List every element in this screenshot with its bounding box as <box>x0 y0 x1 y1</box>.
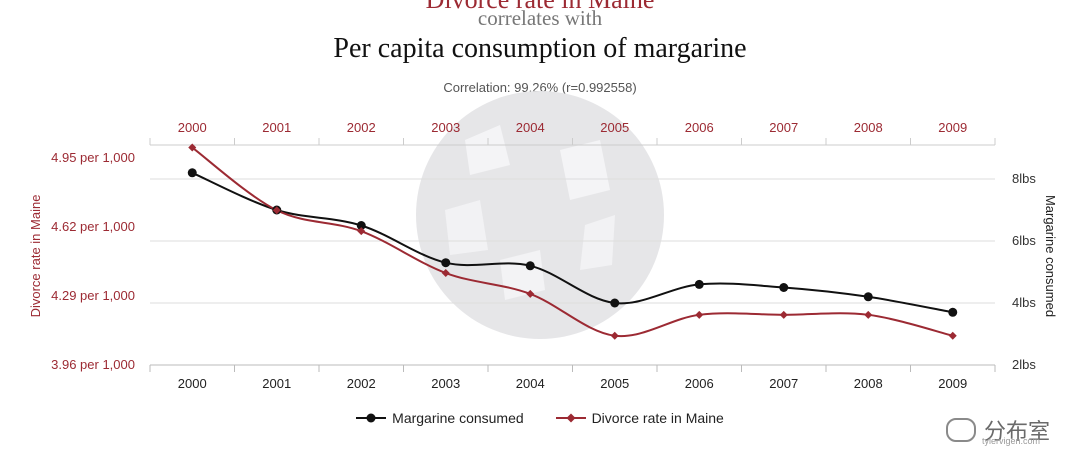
x-tick-label-bottom: 2008 <box>854 376 883 391</box>
data-point-divorce[interactable] <box>272 206 281 215</box>
y-left-tick-label: 3.96 per 1,000 <box>51 357 135 372</box>
data-point-margarine[interactable] <box>525 261 535 271</box>
x-tick-label-top: 2009 <box>938 120 967 135</box>
data-point-margarine[interactable] <box>863 292 873 302</box>
y-right-tick-label: 4lbs <box>1012 295 1036 310</box>
wechat-icon <box>945 418 976 442</box>
data-point-divorce[interactable] <box>610 331 619 340</box>
subtitle: correlates with <box>477 6 603 30</box>
y-right-axis-label: Margarine consumed <box>1043 195 1058 317</box>
data-point-margarine[interactable] <box>187 168 197 178</box>
data-point-divorce[interactable] <box>695 310 704 319</box>
x-tick-label-top: 2002 <box>347 120 376 135</box>
watermark-site: tylervigen.com <box>981 436 1040 446</box>
data-point-divorce[interactable] <box>441 269 450 277</box>
y-left-tick-label: 4.62 per 1,000 <box>51 219 135 234</box>
title-top: Divorce rate in Maine <box>0 0 1080 14</box>
legend: Margarine consumed Divorce rate in Maine <box>0 410 1080 427</box>
watermark-brand: 分布室 <box>983 419 1050 444</box>
x-tick-label-bottom: 2002 <box>347 376 376 391</box>
x-tick-label-top: 2001 <box>262 120 291 135</box>
x-tick-label-top: 2005 <box>600 120 629 135</box>
data-point-margarine[interactable] <box>694 279 704 289</box>
data-point-margarine[interactable] <box>441 258 451 268</box>
legend-label-divorce: Divorce rate in Maine <box>591 410 724 426</box>
x-tick-label-top: 2006 <box>685 120 714 135</box>
data-point-divorce[interactable] <box>948 331 957 340</box>
y-left-tick-label: 4.29 per 1,000 <box>51 288 135 303</box>
y-right-tick-label: 2lbs <box>1012 357 1036 372</box>
legend-item-divorce[interactable]: Divorce rate in Maine <box>555 410 724 426</box>
x-tick-label-bottom: 2000 <box>178 376 207 391</box>
data-point-divorce[interactable] <box>864 310 873 319</box>
x-tick-label-top: 2008 <box>854 120 883 135</box>
y-left-axis-label: Divorce rate in Maine <box>28 195 43 318</box>
x-tick-label-bottom: 2001 <box>262 376 291 391</box>
data-point-margarine[interactable] <box>356 221 366 230</box>
y-right-tick-label: 6lbs <box>1012 233 1036 248</box>
legend-marker-divorce <box>555 413 586 423</box>
data-point-margarine[interactable] <box>779 283 789 292</box>
x-tick-label-bottom: 2006 <box>685 376 714 391</box>
y-right-tick-label: 8lbs <box>1012 171 1036 186</box>
data-point-margarine[interactable] <box>948 307 958 317</box>
legend-item-margarine[interactable]: Margarine consumed <box>356 410 524 426</box>
x-tick-label-bottom: 2005 <box>600 376 629 391</box>
x-tick-label-bottom: 2009 <box>938 376 967 391</box>
legend-label-margarine: Margarine consumed <box>392 410 524 426</box>
correlation-text: Correlation: 99.26% (r=0.992558) <box>443 80 637 95</box>
x-tick-label-bottom: 2007 <box>769 376 798 391</box>
data-point-divorce[interactable] <box>188 143 197 152</box>
data-point-divorce[interactable] <box>526 289 535 298</box>
x-tick-label-top: 2007 <box>769 120 798 135</box>
data-point-margarine[interactable] <box>610 298 620 308</box>
series-line-margarine <box>191 171 953 314</box>
legend-marker-margarine <box>356 413 387 423</box>
x-tick-label-top: 2000 <box>178 120 207 135</box>
data-point-divorce[interactable] <box>779 310 788 319</box>
x-tick-label-top: 2003 <box>431 120 460 135</box>
series-line-divorce <box>191 146 953 338</box>
data-point-divorce[interactable] <box>357 227 366 236</box>
y-left-tick-label: 4.95 per 1,000 <box>51 150 135 165</box>
watermark: 分布室 <box>945 414 1050 446</box>
x-tick-label-bottom: 2004 <box>516 376 545 391</box>
x-tick-label-top: 2004 <box>516 120 545 135</box>
page-title: Per capita consumption of margarine <box>333 33 747 64</box>
x-tick-label-bottom: 2003 <box>431 376 460 391</box>
